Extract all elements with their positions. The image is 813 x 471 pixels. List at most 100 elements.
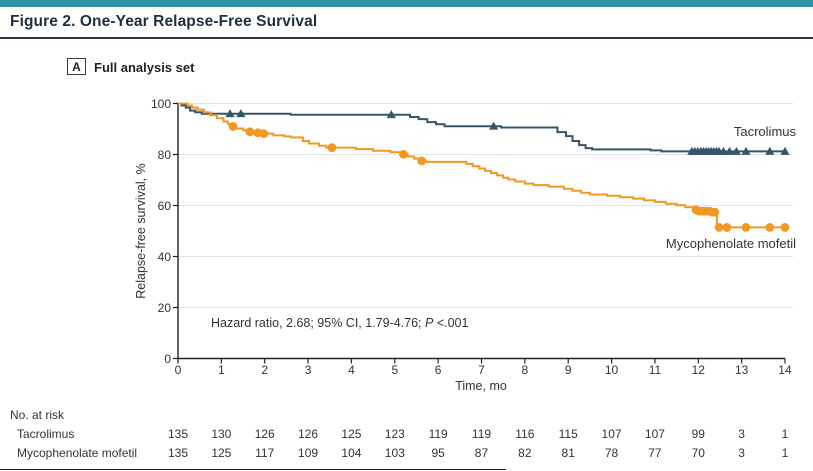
bottom-page-rule [0, 468, 506, 471]
tacrolimus-censor-mark [696, 146, 706, 155]
mycophenolate-censor-mark [710, 207, 720, 217]
annotation-suffix: <.001 [433, 316, 469, 330]
risk-row-label-tacrolimus: Tacrolimus [17, 427, 75, 441]
tacrolimus-censor-mark [706, 146, 716, 155]
risk-value: 103 [384, 446, 405, 460]
figure-title: Figure 2. One-Year Relapse-Free Survival [10, 13, 318, 30]
x-tick-label: 0 [174, 363, 182, 377]
mycophenolate-censor-mark [741, 223, 751, 232]
mycophenolate-censor-mark [399, 149, 408, 159]
risk-table-title: No. at risk [10, 408, 65, 422]
x-tick-label: 1 [218, 363, 225, 377]
mycophenolate-censor-mark [694, 206, 704, 216]
risk-value: 99 [691, 427, 705, 441]
risk-value: 135 [167, 446, 189, 460]
risk-value: 107 [601, 427, 622, 441]
y-tick-label: 100 [150, 96, 171, 111]
x-tick-label: 14 [778, 363, 792, 377]
risk-value: 87 [474, 446, 489, 460]
tacrolimus-censor-mark [765, 146, 775, 155]
risk-value: 95 [431, 446, 445, 460]
tacrolimus-censor-mark [741, 146, 751, 155]
risk-value: 3 [738, 446, 745, 460]
x-tick-label: 4 [348, 363, 355, 377]
risk-value: 116 [515, 427, 535, 441]
tacrolimus-censor-mark [698, 146, 709, 155]
mycophenolate-censor-mark [259, 129, 269, 138]
risk-value: 125 [341, 427, 362, 441]
risk-value: 126 [298, 427, 319, 441]
y-tick-label: 80 [157, 147, 171, 162]
y-tick-label: 60 [157, 198, 171, 213]
mycophenolate-censor-mark [327, 143, 337, 153]
mycophenolate-censor-mark [699, 206, 709, 216]
risk-value: 78 [604, 446, 619, 460]
risk-value: 81 [561, 446, 575, 460]
tacrolimus-censor-mark [693, 146, 703, 155]
annotation-p: P [425, 316, 434, 330]
risk-value: 104 [341, 446, 362, 460]
x-tick-label: 13 [734, 363, 749, 377]
risk-value: 119 [428, 427, 448, 441]
mycophenolate-censor-mark [417, 156, 427, 166]
tacrolimus-curve [178, 102, 788, 153]
risk-value: 1 [781, 446, 789, 460]
tacrolimus-censor-mark [225, 109, 235, 118]
curve-label-tacrolimus: Tacrolimus [733, 124, 796, 139]
risk-value: 70 [691, 446, 705, 460]
x-tick-label: 9 [564, 363, 572, 377]
tacrolimus-censor-mark [704, 146, 714, 155]
x-tick-label: 10 [604, 363, 619, 377]
mycophenolate-censor-mark [705, 206, 714, 216]
tacrolimus-censor-mark [714, 146, 724, 155]
risk-value: 126 [254, 427, 275, 441]
tacrolimus-censor-mark [711, 146, 722, 155]
x-tick-label: 3 [304, 363, 312, 377]
y-tick-label: 20 [157, 300, 171, 315]
risk-value: 130 [211, 427, 232, 441]
y-axis-title: Relapse-free survival, % [134, 163, 148, 299]
mycophenolate-censor-mark [780, 223, 790, 232]
x-tick-label: 8 [521, 363, 529, 377]
tacrolimus-censor-mark [687, 146, 697, 155]
risk-value: 119 [471, 427, 492, 441]
tacrolimus-censor-mark [709, 146, 719, 155]
x-tick-label: 12 [691, 363, 705, 377]
annotation-prefix: Hazard ratio, 2.68; 95% CI, 1.79-4.76; [211, 316, 426, 330]
tacrolimus-censor-mark [386, 110, 396, 119]
tacrolimus-censor-mark [780, 146, 790, 155]
tacrolimus-censor-mark [489, 121, 499, 130]
mycophenolate-censor-mark [714, 223, 724, 232]
curve-label-mycophenolate: Mycophenolate mofetil [665, 236, 796, 251]
risk-value: 123 [384, 427, 405, 441]
mycophenolate-censor-mark [245, 127, 255, 137]
x-tick-label: 11 [648, 363, 662, 377]
panel-letter-badge: A [67, 58, 86, 75]
tacrolimus-censor-mark [724, 146, 735, 155]
risk-value: 109 [298, 446, 319, 460]
mycophenolate-censor-mark [722, 223, 732, 232]
hazard-ratio-annotation: Hazard ratio, 2.68; 95% CI, 1.79-4.76; P… [211, 316, 468, 330]
risk-value: 115 [558, 427, 578, 441]
risk-value: 3 [738, 427, 745, 441]
accent-top-bar [0, 0, 813, 7]
title-divider [0, 37, 813, 39]
tacrolimus-censor-mark [731, 146, 742, 155]
risk-value: 135 [167, 427, 189, 441]
mycophenolate-censor-mark [697, 206, 707, 216]
risk-value: 125 [211, 446, 232, 460]
risk-value: 1 [781, 427, 789, 441]
x-tick-label: 7 [478, 363, 485, 377]
tacrolimus-censor-mark [690, 146, 700, 155]
tacrolimus-censor-mark [236, 109, 246, 118]
risk-value: 77 [648, 446, 662, 460]
x-axis-title: Time, mo [455, 379, 507, 393]
mycophenolate-censor-mark [702, 206, 712, 216]
tacrolimus-censor-mark [701, 146, 711, 155]
risk-value: 107 [644, 427, 665, 441]
risk-row-label-mycophenolate: Mycophenolate mofetil [17, 446, 138, 460]
mycophenolate-censor-mark [765, 223, 775, 232]
risk-value: 82 [518, 446, 532, 460]
mycophenolate-censor-mark [707, 207, 717, 217]
